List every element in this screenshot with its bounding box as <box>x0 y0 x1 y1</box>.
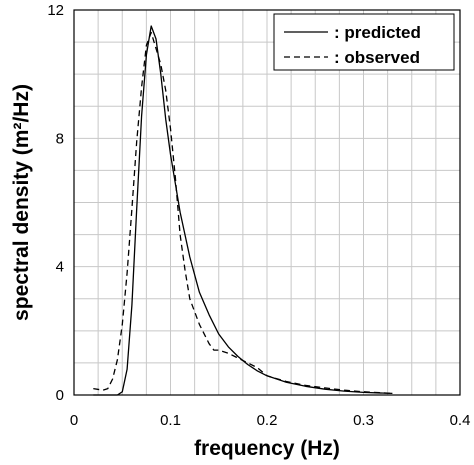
grid-lines <box>74 10 460 395</box>
series-line-observed <box>93 31 393 395</box>
tick-labels: 0 0.1 0.2 0.3 0.4 0 4 8 12 <box>47 2 470 429</box>
legend-box <box>273 13 455 71</box>
x-tick-label: 0 <box>70 412 78 429</box>
plot-frame <box>73 9 461 396</box>
x-tick-label: 0.4 <box>450 412 471 429</box>
y-tick-label: 4 <box>56 259 64 276</box>
series-line-predicted <box>93 25 393 396</box>
y-axis-title: spectral density (m²/Hz) <box>10 84 33 321</box>
y-tick-label: 12 <box>47 2 64 19</box>
x-tick-label: 0.1 <box>160 412 181 429</box>
x-axis-title: frequency (Hz) <box>194 437 340 460</box>
x-tick-label: 0.3 <box>353 412 374 429</box>
y-tick-label: 8 <box>56 130 64 147</box>
series-lines <box>93 25 393 396</box>
legend-label-observed: : observed <box>334 48 420 67</box>
legend-label-predicted: : predicted <box>334 23 421 42</box>
x-tick-label: 0.2 <box>257 412 278 429</box>
y-tick-label: 0 <box>56 387 64 404</box>
legend: : predicted : observed <box>273 13 455 71</box>
